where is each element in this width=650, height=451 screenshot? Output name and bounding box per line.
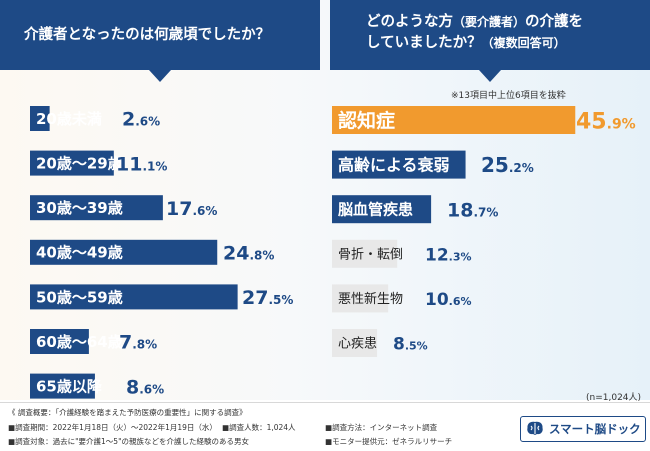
age-value-label: 27.5%: [242, 287, 293, 309]
condition-bar: [332, 239, 398, 268]
left-question-title: 介護者となったのは何歳頃でしたか？: [24, 27, 271, 43]
brand-logo: スマート脳ドック: [520, 416, 646, 442]
condition-value-label: 12.3%: [425, 245, 472, 265]
condition-bar: [332, 195, 432, 224]
survey-overview-title: 《 調査概要：「介護経験を踏まえた予防医療の重要性」に関する調査》: [8, 408, 247, 417]
survey-provider: ■モニター提供元：ゼネラルリサーチ: [325, 437, 453, 446]
age-value-label: 2.6%: [122, 109, 160, 131]
condition-value-label: 18.7%: [447, 199, 498, 221]
age-category-label: 60歳〜64歳: [36, 333, 123, 351]
age-value-label: 11.1%: [116, 153, 167, 175]
age-value-label: 8.6%: [126, 376, 164, 398]
selection-note: ※13項目中上位6項目を抜粋: [451, 91, 566, 101]
condition-bar: [332, 150, 466, 179]
age-bar: [30, 106, 50, 131]
survey-count: ■調査人数：1,024人: [222, 423, 296, 432]
age-value-label: 7.8%: [119, 332, 157, 354]
right-question-title-line2: していましたか？（複数回答可）: [366, 35, 566, 51]
condition-category-label: 悪性新生物: [338, 291, 403, 307]
age-category-label: 20歳〜29歳: [36, 155, 123, 173]
condition-value-label: 45.9%: [576, 109, 636, 134]
age-bar: [30, 239, 218, 265]
survey-method: ■調査方法：インターネット調査: [325, 423, 438, 432]
condition-value-label: 25.2%: [481, 153, 534, 177]
age-category-label: 40歳〜49歳: [36, 244, 123, 262]
condition-category-label: 心疾患: [338, 337, 377, 352]
sample-size: (n=1,024人): [586, 393, 642, 403]
condition-value-label: 10.6%: [425, 290, 472, 310]
age-category-label: 20歳未満: [36, 110, 102, 128]
condition-bar: [332, 106, 576, 134]
age-category-label: 50歳〜59歳: [36, 288, 123, 306]
condition-category-label: 高齢による衰弱: [338, 155, 450, 174]
condition-bar: [332, 329, 378, 357]
left-banner-pointer: [149, 70, 171, 82]
brand-logo-text: スマート脳ドック: [549, 422, 641, 436]
left-question-banner: 介護者となったのは何歳頃でしたか？: [0, 0, 320, 70]
right-banner-pointer: [479, 70, 501, 82]
condition-bar: [332, 284, 389, 313]
age-bar: [30, 150, 114, 176]
age-bar: [30, 329, 89, 354]
age-category-label: 65歳以降: [36, 378, 103, 396]
condition-category-label: 認知症: [338, 109, 395, 132]
right-question-title-line1: どのような方（要介護者）の介護を: [366, 14, 584, 30]
age-value-label: 24.8%: [223, 243, 274, 265]
condition-value-label: 8.5%: [393, 334, 428, 354]
age-bar: [30, 373, 95, 399]
condition-category-label: 脳血管疾患: [338, 201, 413, 219]
brain-icon: [527, 421, 543, 435]
survey-target: ■調査対象：過去に"要介護1〜5"の親族などを介護した経験のある男女: [8, 437, 250, 446]
right-question-banner: どのような方（要介護者）の介護を していましたか？（複数回答可）: [330, 0, 650, 70]
age-bar: [30, 284, 238, 310]
survey-period: ■調査期間：2022年1月18日（火）〜2022年1月19日（水）: [8, 423, 217, 432]
age-bar: [30, 195, 163, 221]
age-value-label: 17.6%: [166, 198, 217, 220]
condition-category-label: 骨折・転倒: [338, 247, 403, 262]
age-category-label: 30歳〜39歳: [36, 199, 123, 217]
